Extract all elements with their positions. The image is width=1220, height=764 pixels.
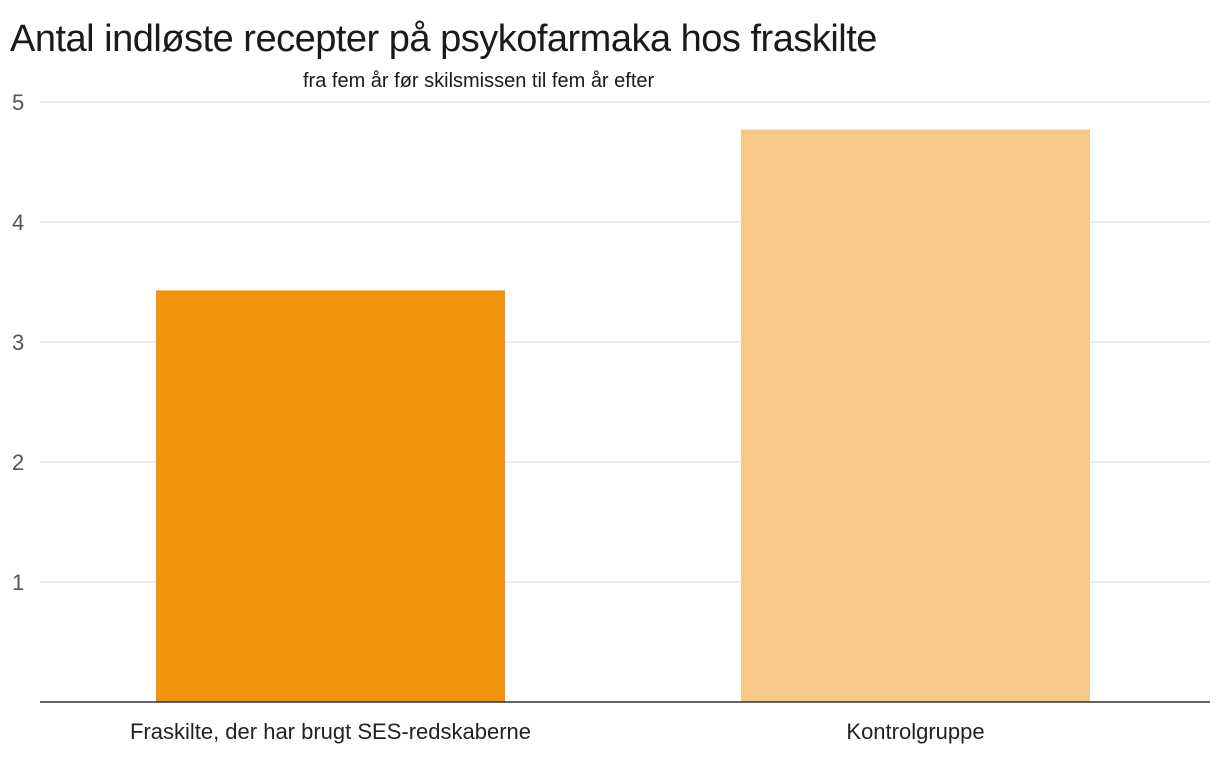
bars [156, 129, 1090, 703]
bar-2 [741, 129, 1090, 703]
y-tick-label: 2 [12, 450, 24, 475]
chart-title: Antal indløste recepter på psykofarmaka … [10, 18, 877, 60]
bar-1 [156, 290, 505, 702]
chart-subtitle: fra fem år før skilsmissen til fem år ef… [303, 70, 655, 92]
y-axis-ticks: 1 2 3 4 5 [12, 90, 24, 595]
y-tick-label: 3 [12, 330, 24, 355]
x-category-label: Fraskilte, der har brugt SES-redskaberne [130, 719, 531, 744]
x-category-label: Kontrolgruppe [846, 719, 984, 744]
y-tick-label: 1 [12, 570, 24, 595]
y-tick-label: 4 [12, 210, 24, 235]
x-axis-labels: Fraskilte, der har brugt SES-redskaberne… [130, 719, 985, 744]
y-tick-label: 5 [12, 90, 24, 115]
